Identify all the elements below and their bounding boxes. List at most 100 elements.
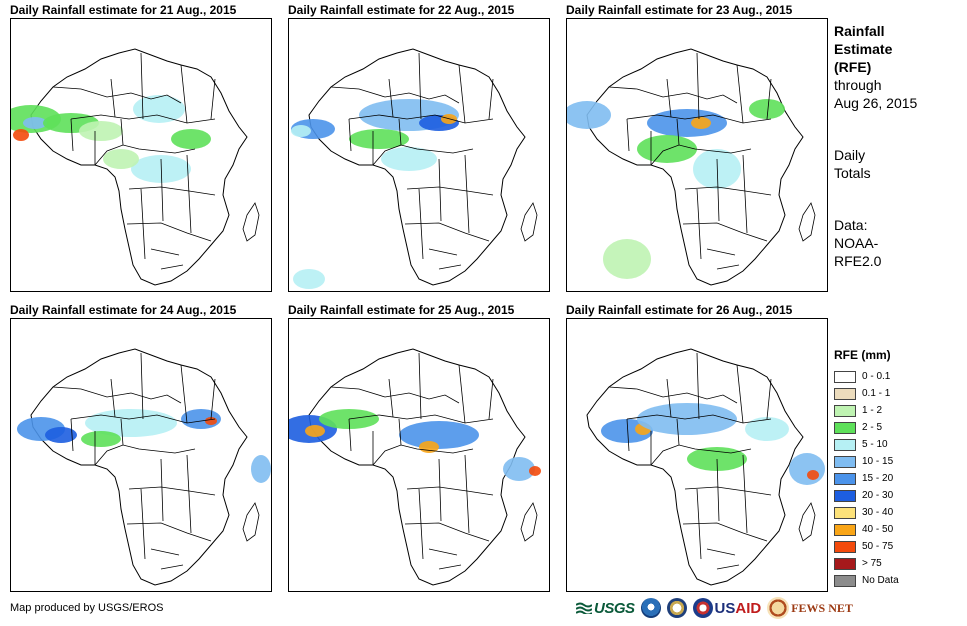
fewsnet-wordmark: FEWS NET [791,600,853,615]
legend-item: 30 - 40 [834,504,964,521]
title-line: (RFE) [834,59,872,75]
rainfall-area [133,95,185,123]
madagascar-outline [798,202,816,242]
rainfall-area [291,125,311,137]
legend-item: 5 - 10 [834,436,964,453]
data-line: RFE2.0 [834,253,882,269]
country-border [650,444,752,466]
legend-item: > 75 [834,555,964,572]
country-border [682,522,768,542]
rainfall-area [789,453,825,485]
rainfall-area [637,135,697,163]
legend-swatch [834,404,856,417]
rainfall-area [251,455,271,483]
panel-title: Daily Rainfall estimate for 26 Aug., 201… [566,303,793,317]
legend-label: 10 - 15 [862,456,894,467]
noaa-logo [640,598,661,618]
usgs-wave-icon [576,602,592,614]
description-title: Rainfall Estimate (RFE) [834,22,964,76]
country-border [626,418,680,465]
rainfall-area [45,427,77,443]
panel-title: Daily Rainfall estimate for 21 Aug., 201… [10,3,237,17]
country-border [418,454,470,560]
country-border [684,486,772,496]
noaa-seal-icon [640,598,661,618]
country-border [418,154,470,260]
legend-item: 40 - 50 [834,521,964,538]
through-value: Aug 26, 2015 [834,95,918,111]
country-border [608,386,738,404]
data-line: NOAA- [834,235,879,251]
map-frame [288,18,550,292]
usaid-seal-icon [692,598,713,618]
country-border [682,222,768,242]
madagascar-outline [798,502,816,542]
map-frame [288,318,550,592]
country-border [52,386,182,404]
country-border [126,522,212,542]
madagascar-outline [242,502,260,542]
legend-swatch [834,455,856,468]
totals-line: Daily [834,147,866,163]
legend-item: 10 - 15 [834,453,964,470]
country-border [372,144,474,166]
country-border [706,248,740,270]
through-date: through Aug 26, 2015 [834,76,964,112]
africa-rainfall-map [586,348,825,586]
rainfall-area [807,470,819,480]
rainfall-area [745,417,789,441]
rainfall-area [749,99,785,119]
country-border [126,222,212,242]
country-border [150,548,184,570]
through-label: through [834,77,882,93]
country-border [372,444,474,466]
state-seal-icon [666,598,687,618]
rainfall-area [171,129,211,149]
country-border [650,144,752,166]
legend-swatch [834,540,856,553]
legend-rows: 0 - 0.1 0.1 - 1 1 - 2 2 - 5 5 - 10 10 - 15 15 … [834,368,964,589]
legend-label: 0.1 - 1 [862,388,891,399]
map-frame [566,318,828,592]
map-panel-21aug: Daily Rainfall estimate for 21 Aug., 201… [10,2,272,294]
legend-title: RFE (mm) [834,348,891,362]
legend-item: 50 - 75 [834,538,964,555]
country-border [52,86,182,104]
state-dept-logo [666,598,687,618]
rainfall-area [81,431,121,447]
country-border [348,118,402,165]
rainfall-area [13,129,29,141]
rainfall-area [691,117,711,129]
legend-swatch [834,557,856,570]
country-border [706,548,740,570]
legend-label: No Data [862,575,899,586]
rainfall-area [567,101,611,129]
country-border [330,386,460,404]
legend-item: No Data [834,572,964,589]
legend-swatch [834,370,856,383]
legend-swatch [834,387,856,400]
map-frame [10,318,272,592]
legend-label: 40 - 50 [862,524,894,535]
country-border [404,522,490,542]
country-border [110,352,216,424]
usaid-aid: AID [735,599,762,617]
madagascar-outline [242,202,260,242]
map-description: Rainfall Estimate (RFE) through Aug 26, … [834,22,964,270]
country-border [70,118,124,165]
legend-item: 15 - 20 [834,470,964,487]
madagascar-outline [520,202,538,242]
legend-label: 20 - 30 [862,490,894,501]
rainfall-area [305,425,325,437]
country-border [684,186,772,196]
panel-title: Daily Rainfall estimate for 25 Aug., 201… [288,303,515,317]
country-border [128,186,216,196]
data-source: Data: NOAA- RFE2.0 [834,216,964,270]
panel-title: Daily Rainfall estimate for 24 Aug., 201… [10,303,237,317]
legend-label: 0 - 0.1 [862,371,891,382]
country-border [150,248,184,270]
rainfall-area [293,269,325,289]
legend-label: 2 - 5 [862,422,883,433]
country-border [110,52,216,124]
panel-title: Daily Rainfall estimate for 23 Aug., 201… [566,3,793,17]
